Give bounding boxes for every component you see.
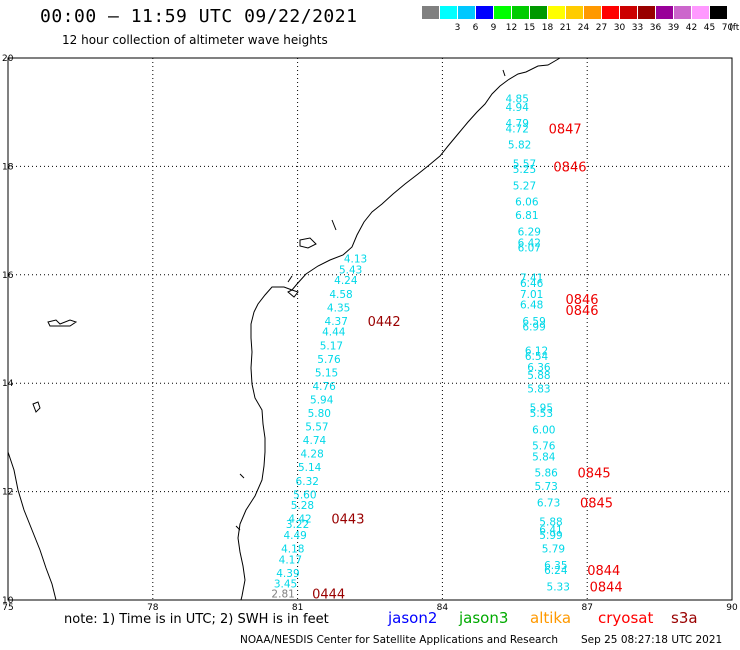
- wave-height-point: 5.83: [527, 384, 550, 396]
- wave-height-point: 5.73: [534, 481, 557, 493]
- island-4: [33, 402, 40, 412]
- island-6: [288, 276, 292, 282]
- x-tick-label: 87: [581, 603, 592, 613]
- island-3: [332, 220, 336, 230]
- pass-time-label: 0844: [587, 564, 620, 579]
- pass-time-label: 0846: [565, 304, 598, 319]
- wave-height-point: 5.27: [513, 180, 536, 192]
- wave-height-point: 6.32: [296, 476, 319, 488]
- wave-height-map: 4.135.434.244.584.354.374.445.175.765.15…: [0, 0, 740, 650]
- wave-height-point: 4.17: [279, 554, 302, 566]
- india-gulf-coast: [288, 290, 298, 297]
- y-tick-label: 14: [2, 379, 14, 389]
- x-tick-label: 84: [437, 603, 449, 613]
- y-tick-label: 12: [2, 488, 13, 498]
- generated-timestamp: Sep 25 08:27:18 UTC 2021: [581, 634, 722, 646]
- wave-height-point: 6.73: [537, 497, 560, 509]
- credit-line: NOAA/NESDIS Center for Satellite Applica…: [240, 634, 558, 646]
- wave-height-point: 4.58: [329, 289, 352, 301]
- pass-time-label: 0442: [368, 315, 401, 330]
- wave-height-point: 5.84: [532, 451, 556, 463]
- y-tick-label: 18: [2, 162, 14, 172]
- wave-height-point: 4.35: [327, 302, 350, 314]
- x-tick-label: 90: [726, 603, 738, 613]
- wave-height-point: 4.94: [506, 102, 530, 114]
- y-tick-label: 20: [2, 54, 14, 64]
- west-coast: [8, 452, 56, 600]
- pass-time-label: 0444: [312, 587, 345, 602]
- wave-height-point: 5.76: [317, 354, 341, 366]
- coastline: [8, 58, 560, 600]
- pass-time-label: 0443: [331, 513, 364, 528]
- island-5: [503, 70, 505, 76]
- wave-height-point: 5.28: [291, 500, 314, 512]
- wave-height-point: 5.14: [298, 462, 322, 474]
- wave-height-point: 5.86: [534, 468, 558, 480]
- axis-labels: 75 78 81 84 87 90 10 12 14 16 18 20: [2, 54, 738, 613]
- wave-height-point: 5.80: [308, 408, 331, 420]
- wave-height-point: 4.49: [283, 530, 306, 542]
- wave-height-point: 4.24: [334, 275, 358, 287]
- wave-height-point: 6.24: [544, 565, 568, 577]
- wave-height-point: 4.28: [300, 449, 323, 461]
- island-1: [48, 320, 76, 326]
- altimeter-tracks: 4.135.434.244.584.354.374.445.175.765.15…: [271, 94, 570, 601]
- wave-height-point: 5.25: [513, 164, 536, 176]
- wave-height-point: 4.76: [312, 381, 336, 393]
- wave-height-point: 5.79: [542, 544, 565, 556]
- wave-height-point: 5.99: [539, 530, 562, 542]
- pass-time-label: 0845: [580, 496, 613, 511]
- satellite-altika: altika: [530, 609, 571, 627]
- wave-height-point: 5.82: [508, 140, 531, 152]
- wave-height-point: 5.15: [315, 367, 338, 379]
- wave-height-point: 4.44: [322, 327, 346, 339]
- wave-height-point: 5.57: [305, 422, 328, 434]
- wave-height-point: 4.72: [506, 123, 529, 135]
- y-tick-label: 10: [2, 596, 14, 606]
- wave-height-point: 5.33: [547, 581, 570, 593]
- satellite-jason3: jason3: [459, 609, 508, 627]
- satellite-cryosat: cryosat: [598, 609, 653, 627]
- satellite-s3a: s3a: [671, 609, 698, 627]
- wave-height-point: 6.48: [520, 300, 543, 312]
- y-tick-label: 16: [2, 271, 14, 281]
- pass-time-label: 0846: [553, 160, 586, 175]
- wave-height-point: 5.53: [530, 408, 553, 420]
- satellite-jason2: jason2: [388, 609, 437, 627]
- wave-height-point: 6.81: [515, 210, 538, 222]
- pass-time-label: 0844: [590, 580, 623, 595]
- island-2: [300, 238, 316, 248]
- wave-height-point: 6.99: [522, 321, 545, 333]
- wave-height-point: 2.81: [271, 588, 294, 600]
- island-8: [240, 474, 244, 478]
- wave-height-point: 5.17: [320, 340, 343, 352]
- wave-height-point: 4.74: [303, 435, 327, 447]
- wave-height-point: 6.06: [515, 197, 539, 209]
- wave-height-point: 6.00: [532, 424, 555, 436]
- wave-height-point: 5.88: [527, 370, 550, 382]
- pass-time-label: 0847: [549, 122, 582, 137]
- wave-height-point: 5.94: [310, 394, 334, 406]
- pass-time-labels: 0442044304440847084608460846084508450844…: [312, 122, 623, 602]
- wave-height-point: 6.07: [518, 243, 541, 255]
- pass-time-label: 0845: [578, 467, 611, 482]
- footer-note: note: 1) Time is in UTC; 2) SWH is in fe…: [64, 612, 329, 627]
